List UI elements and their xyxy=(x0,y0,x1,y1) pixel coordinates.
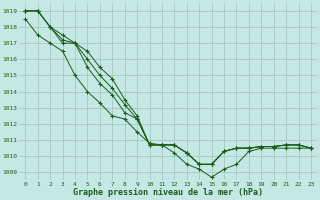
X-axis label: Graphe pression niveau de la mer (hPa): Graphe pression niveau de la mer (hPa) xyxy=(73,188,263,197)
